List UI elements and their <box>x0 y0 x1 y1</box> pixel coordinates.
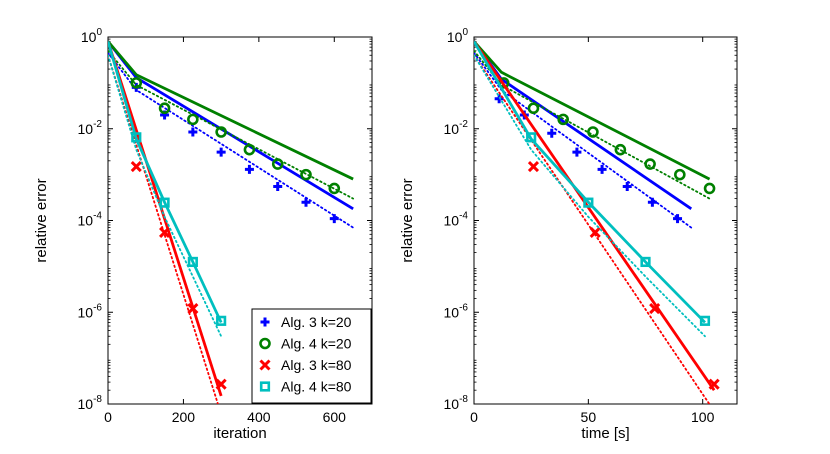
marker-alg4-k80 <box>216 315 227 326</box>
marker-alg4-k80 <box>187 256 198 268</box>
marker-alg3-k20 <box>494 94 504 104</box>
marker-alg4-k80 <box>159 197 170 208</box>
legend-marker-alg4-k20 <box>259 337 271 350</box>
x-tick-label: 400 <box>247 409 271 425</box>
y-tick-label: 10-6 <box>78 302 103 320</box>
marker-alg4-k80 <box>699 315 711 326</box>
marker-alg3-k80 <box>130 160 142 173</box>
marker-alg4-k20 <box>300 168 312 181</box>
marker-alg3-k20 <box>244 164 254 174</box>
marker-alg4-k20 <box>243 143 256 156</box>
marker-alg4-k20 <box>557 113 569 126</box>
x-tick-label: 200 <box>172 409 196 425</box>
y-axis-label: relative error <box>399 178 416 262</box>
legend-label-alg3-k80: Alg. 3 k=80 <box>281 357 352 373</box>
marker-alg3-k80 <box>708 378 720 390</box>
legend-label-alg3-k20: Alg. 3 k=20 <box>281 314 352 330</box>
marker-alg4-k80 <box>131 132 142 143</box>
line-alg3-k80 <box>108 41 223 397</box>
marker-alg4-k20 <box>674 168 686 181</box>
legend-label-alg4-k20: Alg. 4 k=20 <box>281 336 352 352</box>
dotted-line-alg3-k80 <box>474 54 711 404</box>
y-axis-label: relative error <box>33 178 50 262</box>
marker-alg3-k20 <box>273 182 283 192</box>
legend-box <box>251 308 372 404</box>
marker-alg4-k20 <box>614 143 627 156</box>
marker-alg3-k80 <box>589 226 601 238</box>
legend-marker-alg3-k20 <box>260 317 270 327</box>
marker-alg4-k20 <box>328 182 341 195</box>
x-axis-label: time [s] <box>581 425 629 442</box>
marker-alg4-k20 <box>187 113 199 126</box>
x-tick-label: 600 <box>323 409 347 425</box>
y-tick-label: 10-8 <box>444 394 469 412</box>
line-alg4-k80 <box>108 41 223 324</box>
line-alg3-k20 <box>474 40 693 210</box>
line-alg3-k80 <box>474 40 716 391</box>
dotted-line-alg4-k20 <box>108 49 355 200</box>
y-tick-label: 100 <box>81 27 103 45</box>
marker-alg4-k80 <box>526 132 537 143</box>
y-tick-label: 10-4 <box>78 211 103 229</box>
marker-alg3-k80 <box>187 303 199 315</box>
line-alg4-k20 <box>474 40 711 181</box>
marker-alg4-k20 <box>644 158 656 170</box>
line-alg4-k80 <box>474 40 706 324</box>
marker-alg4-k80 <box>640 256 651 268</box>
marker-alg3-k20 <box>216 147 226 157</box>
x-tick-label: 0 <box>104 409 112 425</box>
left-chart-iteration: 0 200 400 600 100 10-2 10-4 10-6 10-8 iteration re… <box>33 27 373 442</box>
marker-alg3-k20 <box>597 164 607 174</box>
marker-alg3-k20 <box>547 128 557 138</box>
marker-alg3-k20 <box>673 214 683 224</box>
dotted-line-alg4-k20 <box>474 49 711 200</box>
x-tick-label: 100 <box>691 409 715 425</box>
marker-alg4-k80 <box>583 197 594 208</box>
dotted-line-alg3-k80 <box>108 54 219 404</box>
marker-alg4-k20 <box>703 182 716 195</box>
marker-alg3-k80 <box>215 378 227 390</box>
dotted-line-alg4-k80 <box>474 54 706 338</box>
marker-alg4-k20 <box>130 77 143 89</box>
marker-alg3-k80 <box>649 303 661 315</box>
marker-alg3-k20 <box>188 127 198 137</box>
legend: Alg. 3 k=20 Alg. 4 k=20 Alg. 3 k=80 Alg. 4 … <box>251 308 372 404</box>
marker-alg4-k20 <box>587 126 599 138</box>
y-tick-label: 100 <box>447 27 469 45</box>
line-alg4-k20 <box>108 40 354 181</box>
marker-alg4-k20 <box>527 102 540 115</box>
marker-alg3-k20 <box>329 214 339 224</box>
legend-marker-alg4-k80 <box>259 381 271 392</box>
marker-alg3-k80 <box>159 226 171 238</box>
marker-alg4-k20 <box>158 102 171 115</box>
data-layer <box>474 40 720 404</box>
marker-alg4-k20 <box>271 158 284 170</box>
marker-alg3-k20 <box>622 182 632 192</box>
marker-alg3-k20 <box>301 197 311 207</box>
x-tick-label: 0 <box>470 409 478 425</box>
data-layer <box>108 40 355 404</box>
x-tick-label: 50 <box>581 409 597 425</box>
right-chart-time: 0 50 100 100 10-2 10-4 10-6 10-8 time [s] relativ… <box>399 27 738 442</box>
marker-alg3-k20 <box>647 197 657 207</box>
y-tick-label: 10-4 <box>444 211 469 229</box>
marker-alg3-k80 <box>527 160 540 173</box>
legend-label-alg4-k80: Alg. 4 k=80 <box>281 379 352 395</box>
line-alg3-k20 <box>108 40 354 210</box>
dotted-line-alg4-k80 <box>108 54 223 338</box>
y-tick-label: 10-8 <box>78 394 103 412</box>
y-tick-label: 10-6 <box>444 302 469 320</box>
marker-alg3-k20 <box>572 147 582 157</box>
x-axis-label: iteration <box>213 425 266 442</box>
y-tick-label: 10-2 <box>78 119 103 137</box>
legend-marker-alg3-k80 <box>259 359 271 371</box>
y-tick-label: 10-2 <box>444 119 469 137</box>
marker-alg4-k20 <box>215 126 227 138</box>
